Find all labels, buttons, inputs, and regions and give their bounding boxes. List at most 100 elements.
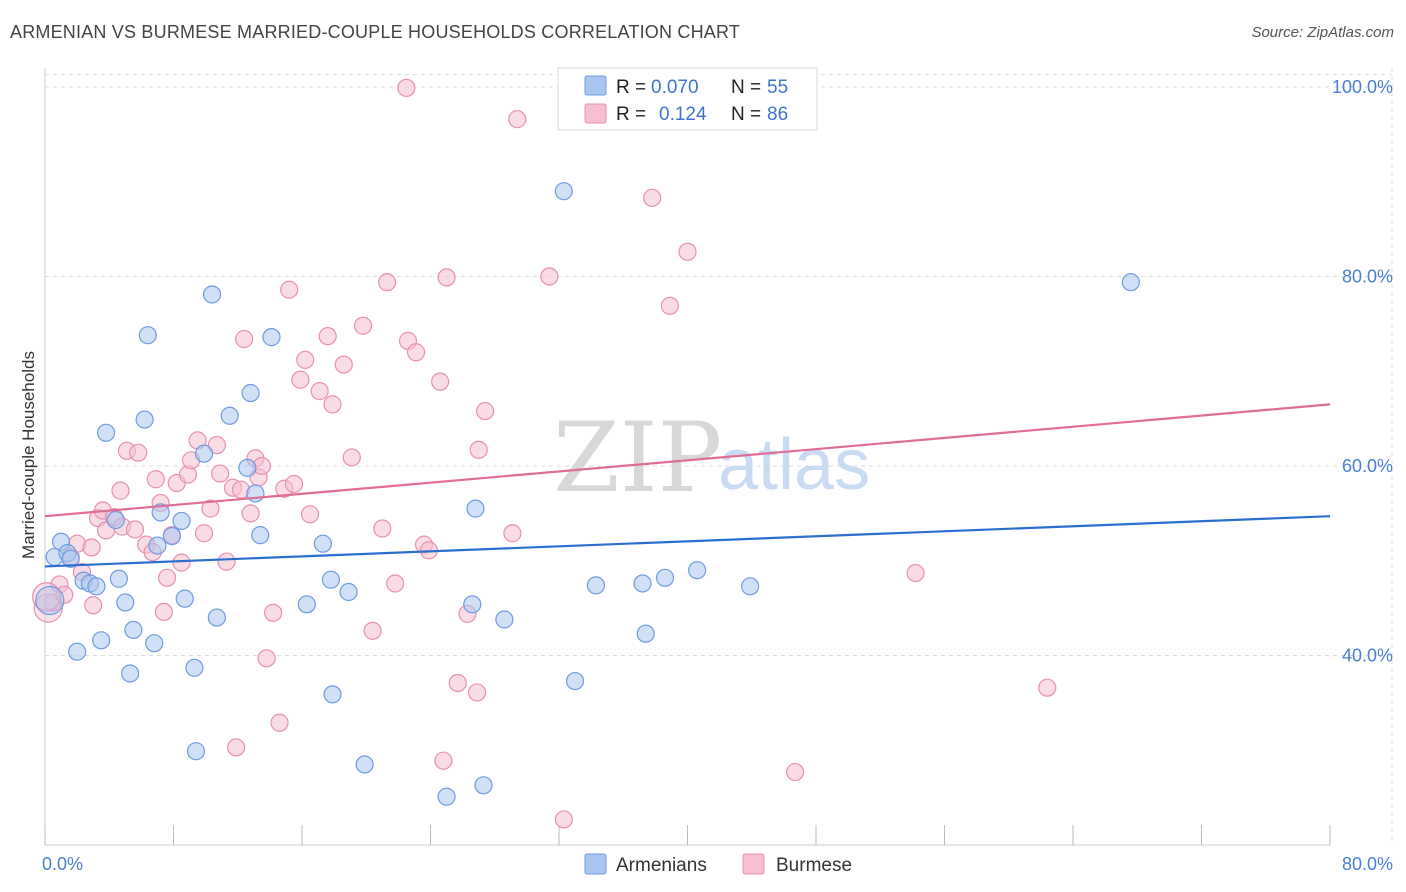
- y-tick-label: 80.0%: [1342, 266, 1393, 286]
- armenian-point: [68, 642, 87, 661]
- burmese-point: [310, 382, 329, 401]
- armenian-point: [185, 658, 204, 677]
- y-tick-label: 40.0%: [1342, 645, 1393, 665]
- burmese-point: [467, 683, 487, 702]
- legend-swatch-armenians: [584, 75, 607, 96]
- burmese-point: [241, 504, 260, 523]
- correlation-legend: R = 0.070 N = 55 R = 0.124 N = 86: [557, 67, 818, 131]
- legend-r-value-armenians: 0.070: [651, 77, 699, 98]
- burmese-point: [363, 621, 382, 640]
- armenian-point: [124, 620, 143, 640]
- burmese-point: [378, 273, 397, 292]
- burmese-point: [554, 810, 573, 829]
- burmese-point: [111, 481, 130, 500]
- axes: [44, 68, 1331, 846]
- burmese-point: [540, 267, 559, 286]
- trend-lines: [44, 403, 1331, 568]
- burmese-point: [146, 470, 165, 489]
- watermark-zip: ZIP: [553, 402, 722, 514]
- armenian-point: [251, 526, 270, 545]
- legend-n-value-burmese: 86: [767, 104, 788, 125]
- series-legend-label-burmese: Burmese: [776, 855, 852, 876]
- armenian-point: [565, 671, 585, 691]
- legend-r-value-burmese: 0.124: [659, 104, 707, 125]
- burmese-point: [284, 474, 304, 494]
- armenian-point: [741, 577, 760, 596]
- y-axis-title: Married-couple Households: [19, 351, 38, 559]
- armenian-point: [463, 595, 482, 614]
- burmese-point: [678, 242, 697, 261]
- armenian-point: [35, 585, 65, 616]
- burmese-point: [406, 343, 426, 362]
- armenian-points: [35, 182, 1140, 806]
- armenian-point: [116, 593, 135, 612]
- armenian-point: [355, 755, 374, 774]
- armenian-point: [586, 576, 606, 595]
- armenian-point: [688, 561, 707, 580]
- armenian-point: [238, 458, 257, 477]
- armenian-point: [437, 787, 456, 806]
- burmese-point: [82, 538, 101, 557]
- armenian-point: [61, 549, 80, 568]
- series-legend: Armenians Burmese: [584, 853, 852, 876]
- burmese-point: [1038, 678, 1057, 697]
- legend-swatch-burmese: [584, 103, 607, 124]
- armenian-point: [151, 503, 170, 522]
- armenian-point: [241, 383, 260, 403]
- armenian-point: [297, 595, 316, 614]
- x-tick-labels: 0.0% 80.0%: [42, 854, 1393, 874]
- burmese-point: [300, 505, 320, 524]
- burmese-point: [476, 401, 495, 421]
- armenian-point: [194, 444, 214, 463]
- burmese-point: [201, 499, 220, 518]
- burmese-point: [434, 751, 453, 770]
- burmese-point: [84, 596, 103, 615]
- source-label: Source: ZipAtlas.com: [1251, 24, 1394, 41]
- y-tick-label: 100.0%: [1332, 77, 1393, 97]
- armenian-point: [148, 536, 167, 555]
- armenian-point: [474, 776, 493, 795]
- burmese-point: [125, 520, 145, 539]
- burmese-trend-line: [44, 403, 1331, 518]
- burmese-point: [263, 603, 283, 622]
- armenian-trend-line: [44, 515, 1331, 568]
- burmese-point: [154, 602, 173, 622]
- burmese-point: [342, 448, 361, 467]
- burmese-point: [786, 762, 805, 782]
- armenian-point: [186, 742, 206, 761]
- burmese-point: [217, 552, 236, 571]
- armenian-point: [175, 589, 194, 608]
- armenian-point: [135, 410, 154, 429]
- burmese-point: [334, 355, 353, 374]
- burmese-point: [508, 110, 527, 129]
- armenian-point: [636, 624, 655, 643]
- burmese-point: [448, 673, 467, 693]
- armenian-point: [554, 182, 573, 201]
- armenian-point: [121, 664, 140, 683]
- burmese-points: [32, 78, 1057, 829]
- burmese-point: [257, 649, 276, 668]
- burmese-point: [157, 568, 177, 587]
- legend-n-label-burmese: N =: [731, 104, 761, 125]
- armenian-point: [106, 510, 125, 530]
- burmese-point: [386, 574, 405, 593]
- armenian-point: [220, 406, 239, 425]
- armenian-point: [313, 534, 332, 553]
- burmese-point: [280, 280, 299, 299]
- burmese-point: [227, 738, 246, 757]
- burmese-point: [318, 327, 337, 346]
- armenian-point: [323, 685, 342, 704]
- burmese-point: [296, 350, 315, 369]
- burmese-point: [194, 524, 214, 543]
- armenian-point: [495, 610, 514, 629]
- burmese-point: [172, 553, 191, 572]
- armenian-point: [339, 582, 358, 602]
- armenian-point: [87, 577, 106, 596]
- y-tick-labels: 40.0% 60.0% 80.0% 100.0%: [1332, 77, 1393, 666]
- series-legend-label-armenians: Armenians: [616, 855, 707, 876]
- burmese-point: [210, 464, 230, 483]
- legend-r-label-burmese: R =: [616, 104, 646, 125]
- legend-n-value-armenians: 55: [767, 77, 788, 98]
- armenian-point: [109, 569, 128, 588]
